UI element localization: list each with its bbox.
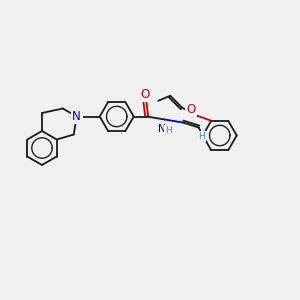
Text: O: O: [187, 103, 196, 116]
Text: H: H: [198, 132, 205, 141]
Text: N: N: [158, 124, 166, 134]
Text: N: N: [72, 110, 81, 123]
Text: O: O: [140, 88, 149, 101]
Text: H: H: [165, 126, 172, 135]
